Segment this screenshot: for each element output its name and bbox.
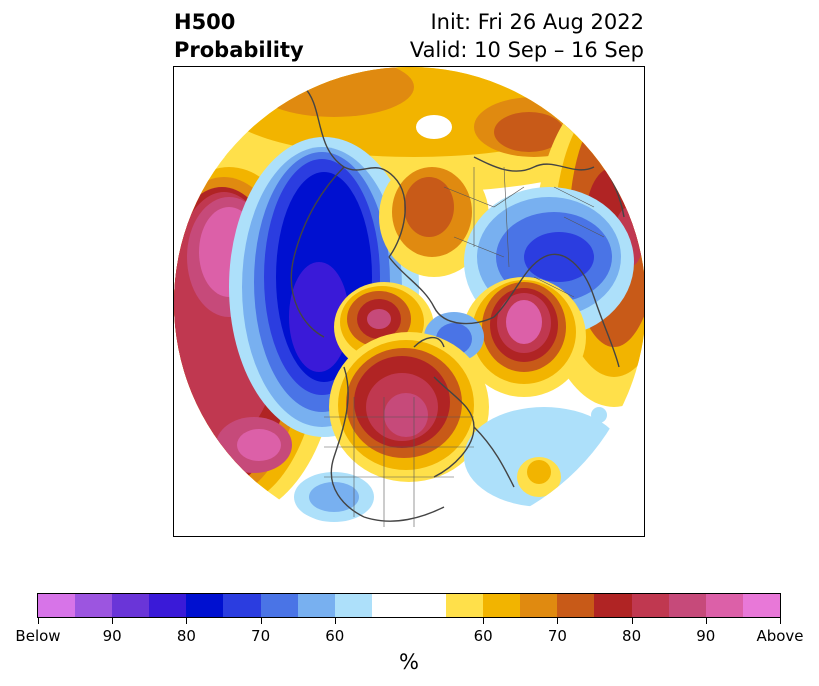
colorbar-tick	[631, 618, 633, 624]
colorbar-segment	[408, 594, 447, 617]
colorbar-tick-label: 80	[176, 627, 196, 645]
colorbar-segment	[371, 594, 409, 617]
colorbar-segment	[520, 594, 558, 617]
colorbar-tick-label: 80	[622, 627, 642, 645]
colorbar-segment	[483, 594, 521, 617]
colorbar-segment	[186, 594, 224, 617]
colorbar-segment	[75, 594, 113, 617]
east-asia-warm-anomaly	[462, 277, 586, 397]
colorbar-units: %	[399, 650, 419, 674]
colorbar-segment	[742, 594, 780, 617]
colorbar-tick	[705, 618, 707, 624]
colorbar-segment	[260, 594, 298, 617]
colorbar-tick-label: 70	[547, 627, 567, 645]
colorbar-segment	[297, 594, 335, 617]
colorbar-tick-label: 90	[102, 627, 122, 645]
coastlines	[290, 86, 625, 522]
colorbar-tick-label: Below	[15, 627, 61, 645]
colorbar-tick-label: 70	[251, 627, 271, 645]
probability-map	[174, 67, 644, 536]
colorbar-tick-label: 60	[473, 627, 493, 645]
colorbar-tick	[780, 618, 781, 624]
title-right: Init: Fri 26 Aug 2022 Valid: 10 Sep – 16…	[410, 8, 644, 64]
colorbar-tick	[557, 618, 559, 624]
colorbar-tick-label: 90	[696, 627, 716, 645]
colorbar-tick	[334, 618, 336, 624]
atlantic-warm-anomaly	[517, 457, 561, 497]
north-america-warm-anomaly	[329, 332, 489, 482]
colorbar-tick	[186, 618, 188, 624]
title-left: H500 Probability	[174, 8, 304, 64]
colorbar-segment	[557, 594, 595, 617]
colorbar-segment	[594, 594, 632, 617]
colorbar-tick	[483, 618, 485, 624]
map-panel	[173, 66, 645, 537]
colorbar-segment	[334, 594, 372, 617]
colorbar-segment	[112, 594, 150, 617]
colorbar-tick-label: 60	[325, 627, 345, 645]
colorbar-segment	[631, 594, 669, 617]
init-date: Init: Fri 26 Aug 2022	[430, 10, 644, 34]
colorbar-segment	[38, 594, 76, 617]
title-line-1: H500	[174, 10, 236, 34]
colorbar-segment	[223, 594, 261, 617]
colorbar-tick-label: Above	[756, 627, 804, 645]
colorbar-tick	[260, 618, 262, 624]
colorbar-tick	[112, 618, 114, 624]
colorbar-segment	[705, 594, 743, 617]
colorbar-segment	[668, 594, 706, 617]
valid-range: Valid: 10 Sep – 16 Sep	[409, 38, 644, 62]
colorbar-segment	[446, 594, 484, 617]
colorbar-segment	[149, 594, 187, 617]
colorbar-tick	[38, 618, 39, 624]
colorbar	[37, 593, 781, 618]
europe-warm-anomaly	[379, 157, 489, 277]
borders	[324, 166, 605, 527]
title-line-2: Probability	[174, 38, 304, 62]
